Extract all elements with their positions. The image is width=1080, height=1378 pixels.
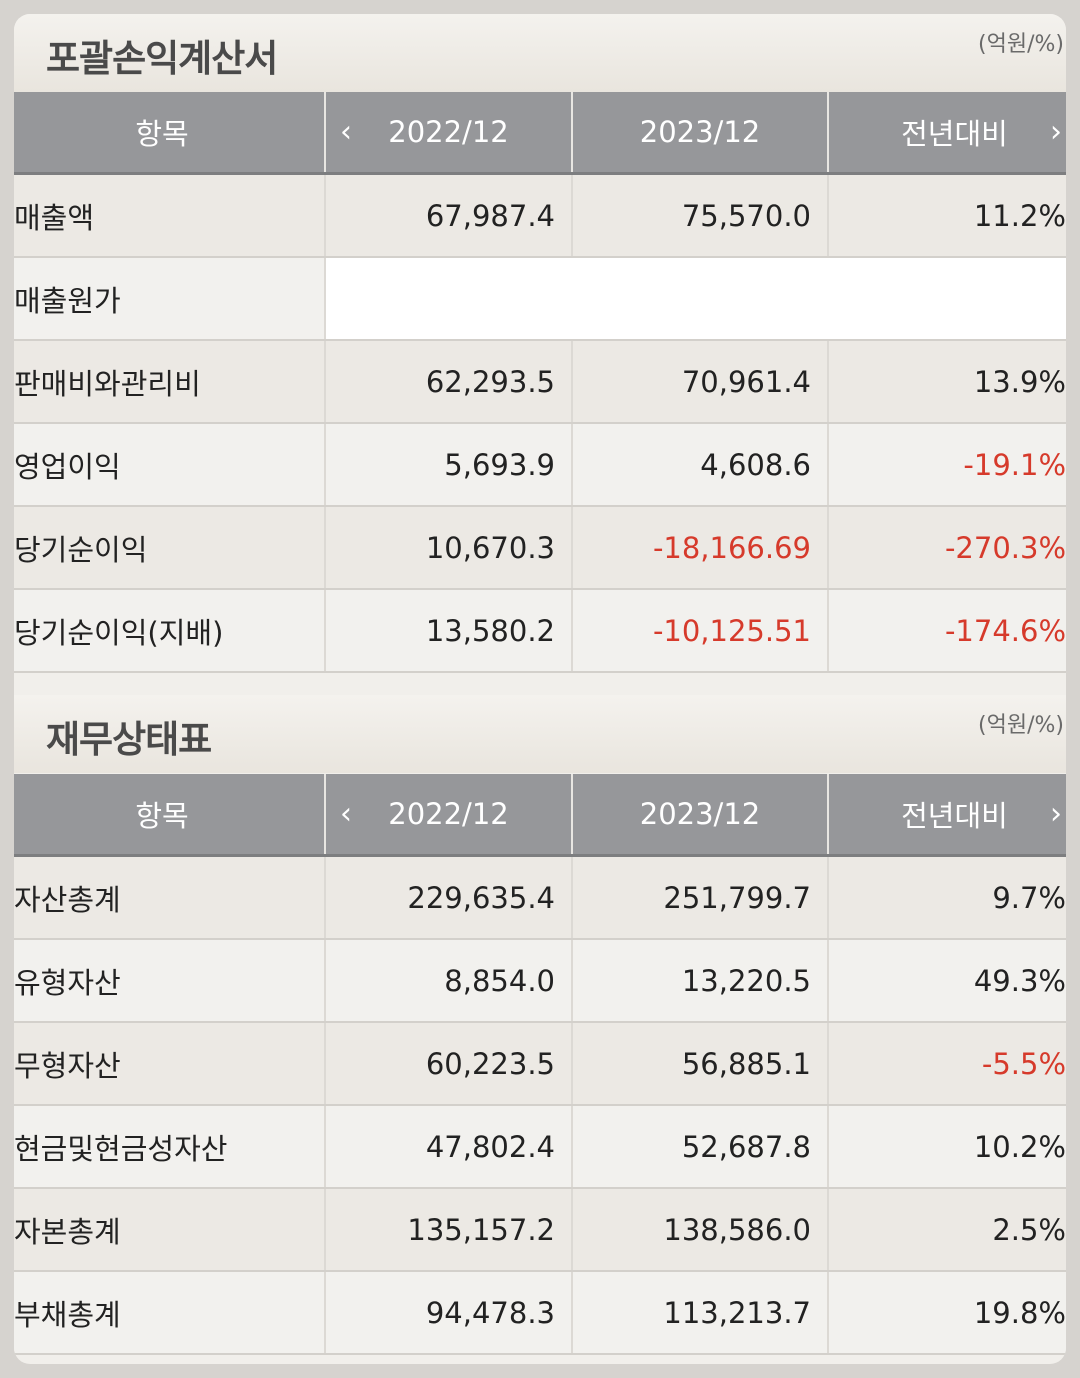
row-label: 무형자산 xyxy=(14,1022,326,1106)
table-row: 부채총계 94,478.3 113,213.7 19.8% xyxy=(14,1271,1066,1355)
value-2023: 138,586.0 xyxy=(572,1188,829,1272)
balance-header-item: 항목 xyxy=(14,774,326,857)
value-yoy: 49.3% xyxy=(828,939,1066,1023)
row-label: 자산총계 xyxy=(14,855,326,940)
value-2022: 13,580.2 xyxy=(325,589,573,673)
row-label: 당기순이익 xyxy=(14,506,326,590)
value-yoy: 19.8% xyxy=(828,1271,1066,1355)
chevron-left-icon[interactable]: ‹ xyxy=(340,796,352,832)
financial-card: 포괄손익계산서 (억원/%) 항목 ‹ 2022/12 2023/12 전년대비… xyxy=(14,14,1066,1364)
table-row: 무형자산 60,223.5 56,885.1 -5.5% xyxy=(14,1022,1066,1106)
value-2022: 67,987.4 xyxy=(325,173,573,258)
value-2023: -10,125.51 xyxy=(572,589,829,673)
value-2023: 251,799.7 xyxy=(572,855,829,940)
income-header-2023: 2023/12 xyxy=(572,92,829,175)
value-2022: 60,223.5 xyxy=(325,1022,573,1106)
table-row: 당기순이익 10,670.3 -18,166.69 -270.3% xyxy=(14,506,1066,590)
income-section-header: 포괄손익계산서 (억원/%) xyxy=(14,14,1066,92)
table-row: 판매비와관리비 62,293.5 70,961.4 13.9% xyxy=(14,340,1066,424)
table-row: 매출액 67,987.4 75,570.0 11.2% xyxy=(14,173,1066,258)
value-2022: 229,635.4 xyxy=(325,855,573,940)
table-row: 영업이익 5,693.9 4,608.6 -19.1% xyxy=(14,423,1066,507)
value-yoy: -270.3% xyxy=(828,506,1066,590)
value-2023: 4,608.6 xyxy=(572,423,829,507)
table-row: 당기순이익(지배) 13,580.2 -10,125.51 -174.6% xyxy=(14,589,1066,673)
income-unit-label: (억원/%) xyxy=(978,32,1064,57)
value-yoy: -5.5% xyxy=(828,1022,1066,1106)
row-label: 부채총계 xyxy=(14,1271,326,1355)
value-2023: 75,570.0 xyxy=(572,173,829,258)
balance-section-title: 재무상태표 xyxy=(46,718,212,761)
chevron-right-icon[interactable]: › xyxy=(1050,114,1062,150)
income-header-yoy: 전년대비 › xyxy=(828,92,1066,175)
chevron-left-icon[interactable]: ‹ xyxy=(340,114,352,150)
income-header-item: 항목 xyxy=(14,92,326,175)
value-2022: 62,293.5 xyxy=(325,340,573,424)
value-yoy: 13.9% xyxy=(828,340,1066,424)
value-2023: -18,166.69 xyxy=(572,506,829,590)
value-2022: 5,693.9 xyxy=(325,423,573,507)
table-row: 자산총계 229,635.4 251,799.7 9.7% xyxy=(14,855,1066,940)
value-yoy: -19.1% xyxy=(828,423,1066,507)
balance-header-2023: 2023/12 xyxy=(572,774,829,857)
table-row: 유형자산 8,854.0 13,220.5 49.3% xyxy=(14,939,1066,1023)
table-row: 자본총계 135,157.2 138,586.0 2.5% xyxy=(14,1188,1066,1272)
blank-values xyxy=(325,257,1066,341)
balance-table: 항목 ‹ 2022/12 2023/12 전년대비 › 자산총계 229,635… xyxy=(14,774,1066,1355)
value-2023: 52,687.8 xyxy=(572,1105,829,1189)
row-label: 현금및현금성자산 xyxy=(14,1105,326,1189)
value-yoy: 10.2% xyxy=(828,1105,1066,1189)
value-2022: 135,157.2 xyxy=(325,1188,573,1272)
row-label: 매출원가 xyxy=(14,257,326,341)
income-header-2022: ‹ 2022/12 xyxy=(325,92,573,175)
income-table: 항목 ‹ 2022/12 2023/12 전년대비 › 매출액 67,987.4… xyxy=(14,92,1066,673)
value-2023: 56,885.1 xyxy=(572,1022,829,1106)
table-row: 현금및현금성자산 47,802.4 52,687.8 10.2% xyxy=(14,1105,1066,1189)
balance-header-yoy: 전년대비 › xyxy=(828,774,1066,857)
value-yoy: -174.6% xyxy=(828,589,1066,673)
balance-header-2022: ‹ 2022/12 xyxy=(325,774,573,857)
chevron-right-icon[interactable]: › xyxy=(1050,796,1062,832)
balance-unit-label: (억원/%) xyxy=(978,713,1064,738)
balance-section-header: 재무상태표 (억원/%) xyxy=(14,695,1066,773)
value-2023: 70,961.4 xyxy=(572,340,829,424)
value-2023: 13,220.5 xyxy=(572,939,829,1023)
table-row: 매출원가 xyxy=(14,257,1066,341)
income-section-title: 포괄손익계산서 xyxy=(46,37,278,80)
income-header-row: 항목 ‹ 2022/12 2023/12 전년대비 › xyxy=(14,92,1066,175)
balance-header-row: 항목 ‹ 2022/12 2023/12 전년대비 › xyxy=(14,774,1066,857)
value-2022: 47,802.4 xyxy=(325,1105,573,1189)
row-label: 유형자산 xyxy=(14,939,326,1023)
row-label: 당기순이익(지배) xyxy=(14,589,326,673)
row-label: 영업이익 xyxy=(14,423,326,507)
value-2023: 113,213.7 xyxy=(572,1271,829,1355)
value-2022: 8,854.0 xyxy=(325,939,573,1023)
row-label: 판매비와관리비 xyxy=(14,340,326,424)
value-2022: 94,478.3 xyxy=(325,1271,573,1355)
value-yoy: 9.7% xyxy=(828,855,1066,940)
value-2022: 10,670.3 xyxy=(325,506,573,590)
value-yoy: 11.2% xyxy=(828,173,1066,258)
row-label: 매출액 xyxy=(14,173,326,258)
row-label: 자본총계 xyxy=(14,1188,326,1272)
value-yoy: 2.5% xyxy=(828,1188,1066,1272)
